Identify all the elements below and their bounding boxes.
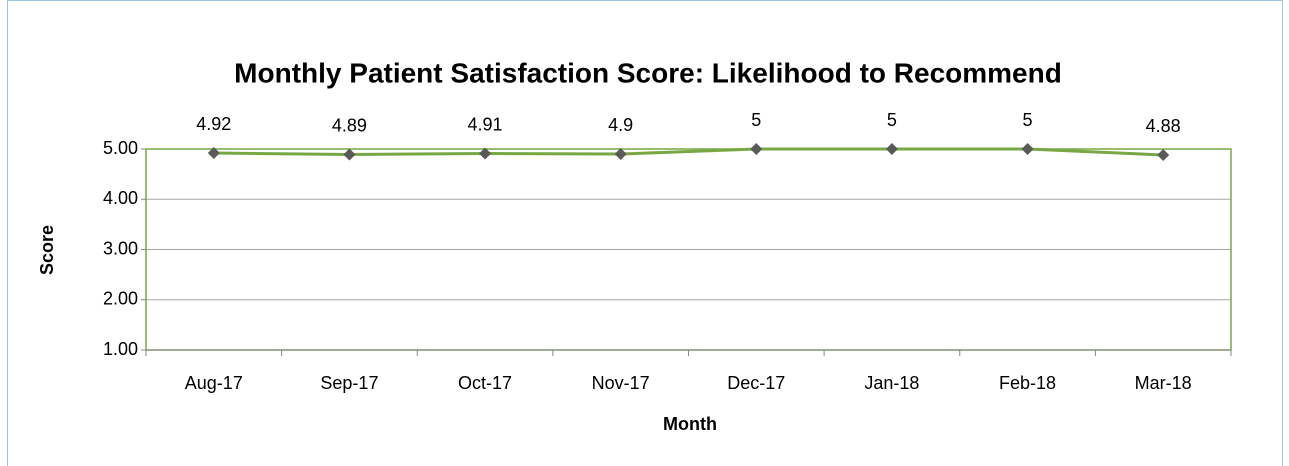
chart-title: Monthly Patient Satisfaction Score: Like… xyxy=(234,57,1062,88)
y-tick-label: 2.00 xyxy=(103,289,138,309)
data-line xyxy=(213,147,1164,157)
x-tick-label: Sep-17 xyxy=(320,373,378,393)
x-tick-label: Mar-18 xyxy=(1135,373,1192,393)
y-tick-label: 4.00 xyxy=(103,188,138,208)
x-tick-label: Dec-17 xyxy=(727,373,785,393)
data-label: 5 xyxy=(751,110,761,130)
x-tick-label: Oct-17 xyxy=(458,373,512,393)
y-axis-title: Score xyxy=(37,225,57,275)
y-tick-label: 5.00 xyxy=(103,138,138,158)
data-label: 4.89 xyxy=(332,115,367,135)
data-label: 4.91 xyxy=(468,114,503,134)
data-marker xyxy=(885,143,898,155)
data-marker xyxy=(479,147,492,160)
x-tick-label: Nov-17 xyxy=(592,373,650,393)
chart-border xyxy=(7,0,1283,466)
y-tick-label: 3.00 xyxy=(103,238,138,258)
y-tick-label: 1.00 xyxy=(103,339,138,359)
data-label: 5 xyxy=(1023,110,1033,130)
data-marker xyxy=(750,143,763,155)
x-tick-label: Aug-17 xyxy=(185,373,243,393)
data-label: 5 xyxy=(887,110,897,130)
x-axis-title: Month xyxy=(663,414,717,434)
data-marker xyxy=(1157,149,1170,162)
x-tick-label: Feb-18 xyxy=(999,373,1056,393)
data-label: 4.88 xyxy=(1146,116,1181,136)
data-marker xyxy=(343,148,356,161)
x-tick-label: Jan-18 xyxy=(864,373,919,393)
data-marker xyxy=(1021,143,1034,155)
data-marker xyxy=(614,148,627,161)
data-marker xyxy=(207,147,220,160)
data-label: 4.92 xyxy=(196,114,231,134)
data-label: 4.9 xyxy=(608,115,633,135)
